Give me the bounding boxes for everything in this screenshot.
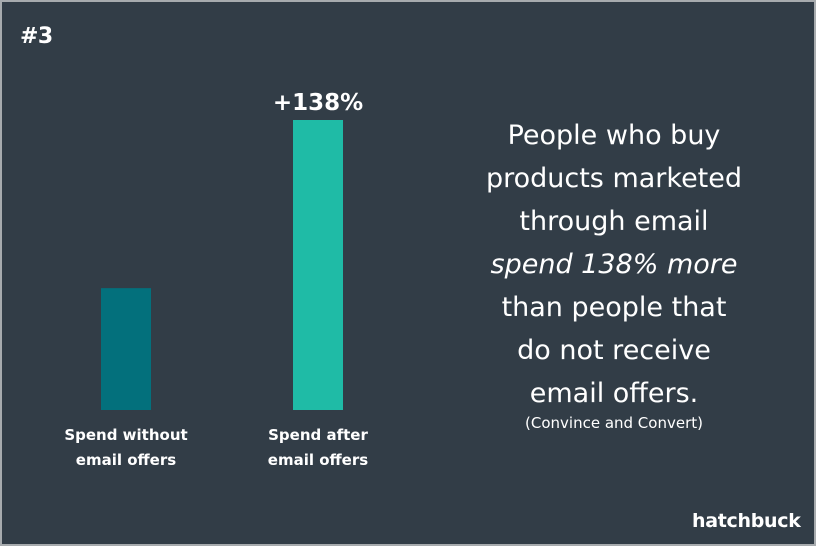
blurb-line: email offers. — [529, 378, 699, 409]
category-label: email offers — [268, 451, 368, 469]
blurb-line: People who buy — [507, 120, 721, 151]
bar-data-label: +138% — [273, 90, 363, 116]
bar-1 — [101, 288, 151, 410]
label-group: Spend without email offers Spend after emai… — [64, 90, 368, 469]
category-label: email offers — [76, 451, 176, 469]
hatchbuck-logo: hatchbuck — [692, 510, 801, 532]
category-label: Spend after — [268, 426, 368, 444]
bar-2 — [293, 120, 343, 410]
bar-group — [101, 120, 343, 410]
slide-number-badge: #3 — [20, 24, 53, 49]
blurb-line: products marketed — [485, 163, 743, 194]
blurb-line: do not receive — [517, 335, 711, 366]
blurb-emphasis-line: spend 138% more — [490, 249, 738, 280]
blurb-line: than people that — [501, 292, 727, 323]
statistic-description: People who buy products marketed through… — [454, 114, 774, 415]
category-label: Spend without — [64, 426, 187, 444]
source-citation: (Convince and Convert) — [525, 414, 703, 432]
blurb-line: through email — [519, 206, 709, 237]
